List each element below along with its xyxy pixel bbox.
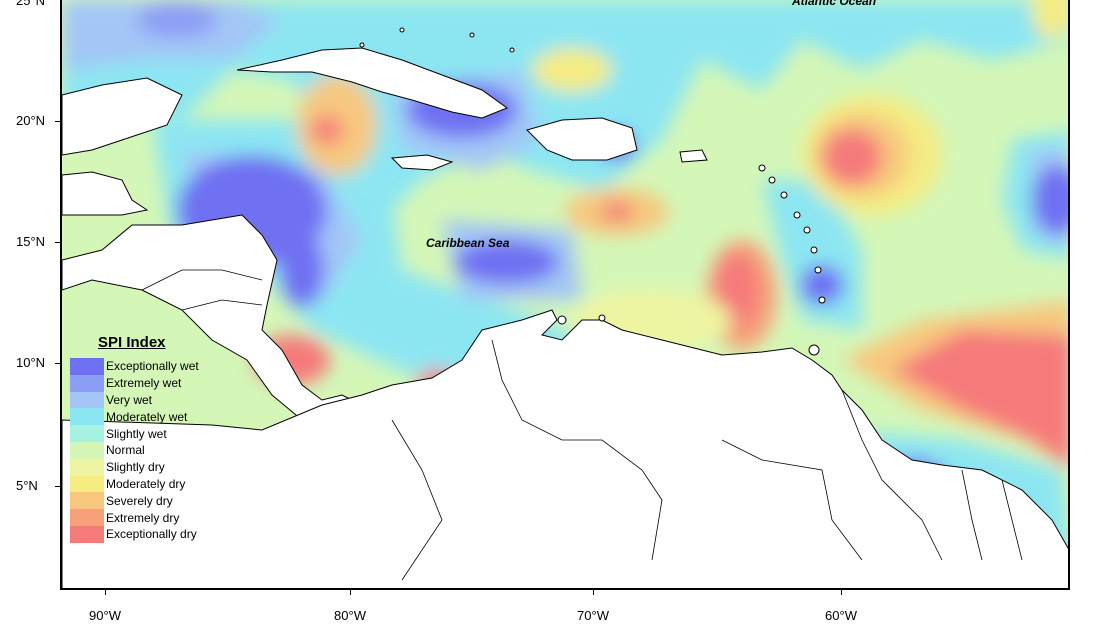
legend-swatch (70, 458, 104, 476)
lat-tick (55, 121, 60, 122)
country-borders (141, 269, 1023, 581)
legend-swatch (70, 525, 104, 543)
legend-swatch (70, 509, 104, 526)
legend-label: Extremely dry (106, 510, 180, 525)
legend-item: Moderately dry (70, 475, 199, 493)
atlantic-ocean-label: Atlantic Ocean (792, 0, 877, 8)
land-hispaniola (526, 117, 638, 161)
legend-swatch (70, 408, 104, 426)
legend-label: Slightly wet (106, 426, 167, 441)
ex-wet-jamaica-coast (280, 232, 324, 308)
lon-tick (105, 590, 106, 595)
legend: SPI Index Exceptionally wet Extremely wet… (70, 334, 199, 543)
legend-label: Moderately dry (106, 476, 186, 491)
legend-label: Very wet (106, 392, 153, 407)
dry-southeast-core (892, 330, 1068, 467)
legend-item: Slightly dry (70, 458, 199, 476)
legend-item: Moderately wet (70, 408, 199, 426)
lon-tick (841, 590, 842, 595)
moderately-dry-bahamas (532, 48, 612, 92)
land-puerto-rico (679, 149, 708, 163)
legend-label: Moderately wet (106, 409, 188, 424)
land-south-america (62, 309, 1068, 588)
legend-item: Severely dry (70, 492, 199, 510)
legend-label: Slightly dry (106, 460, 165, 475)
lon-tick (593, 590, 594, 595)
lat-tick (55, 242, 60, 243)
dry-central-core (601, 202, 633, 222)
legend-swatch (70, 475, 104, 493)
legend-rows: Exceptionally wet Extremely wet Very wet Mo… (70, 358, 199, 543)
spi-map (62, 0, 1068, 588)
lon-tick (350, 590, 351, 595)
lat-tick (55, 486, 60, 487)
legend-item: Exceptionally wet (70, 358, 199, 375)
legend-title: SPI Index (98, 334, 166, 351)
dry-east-atlantic-core (822, 129, 882, 185)
legend-swatch (70, 425, 104, 442)
legend-item: Exceptionally dry (70, 525, 199, 543)
legend-item: Extremely dry (70, 509, 199, 526)
lon-label-60w: 60°W (825, 608, 857, 623)
lat-label-5n: 5°N (16, 478, 38, 493)
ex-wet-sea (455, 240, 559, 284)
lat-label-15n: 15°N (16, 234, 46, 249)
legend-item: Normal (70, 441, 199, 459)
land-mexico-east (62, 77, 183, 156)
lon-label-80w: 80°W (334, 608, 366, 623)
legend-swatch (70, 358, 104, 375)
lat-tick (55, 363, 60, 364)
lon-label-90w: 90°W (89, 608, 121, 623)
land-jamaica (390, 154, 454, 171)
legend-swatch (70, 441, 104, 459)
legend-swatch (70, 374, 104, 392)
land-central-america (62, 214, 353, 421)
legend-label: Extremely wet (106, 376, 182, 391)
lesser-antilles (359, 27, 826, 356)
legend-label: Exceptionally wet (106, 359, 199, 374)
dry-florida-core (311, 116, 343, 144)
legend-item: Very wet (70, 391, 199, 409)
land-cuba (236, 47, 509, 119)
land-yucatan (62, 171, 149, 216)
legend-label: Exceptionally dry (106, 527, 197, 542)
lat-label-20n: 20°N (16, 113, 46, 128)
legend-label: Normal (106, 443, 145, 458)
map-area: Caribbean Sea Atlantic Ocean SPI Index E… (60, 0, 1070, 590)
ex-wet-east (1032, 165, 1068, 235)
ex-wet-lesser-antilles (800, 265, 844, 305)
legend-swatch (70, 492, 104, 510)
legend-item: Extremely wet (70, 374, 199, 392)
legend-label: Severely dry (106, 493, 173, 508)
land (62, 47, 1068, 588)
caribbean-sea-label: Caribbean Sea (426, 236, 510, 250)
ex-wet-nw (137, 2, 217, 38)
moderately-dry-ne (1032, 0, 1068, 40)
lat-label-25n: 25°N (16, 0, 46, 8)
legend-swatch (70, 391, 104, 409)
lon-label-70w: 70°W (577, 608, 609, 623)
lat-label-10n: 10°N (16, 355, 46, 370)
legend-item: Slightly wet (70, 425, 199, 442)
